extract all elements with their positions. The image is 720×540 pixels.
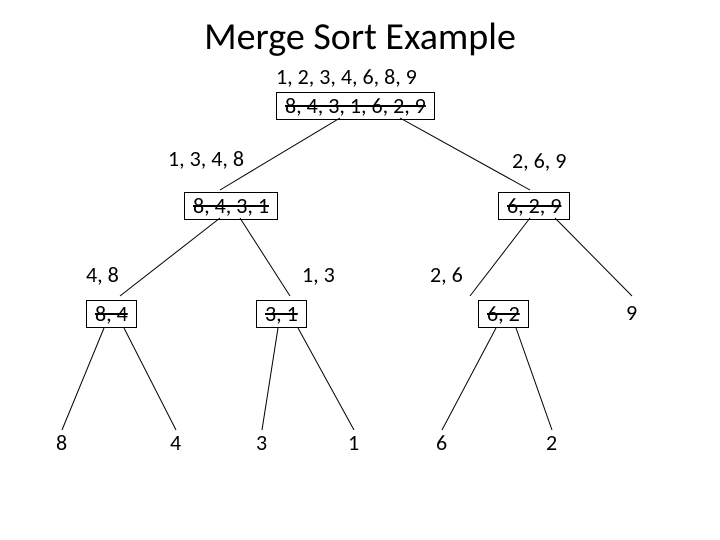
node-root-orig: 8, 4, 3, 1, 6, 2, 9 bbox=[276, 92, 435, 120]
node-RL-orig: 6, 2 bbox=[478, 300, 529, 328]
leaf-8: 8 bbox=[56, 432, 67, 454]
leaf-2: 2 bbox=[546, 432, 557, 454]
node-LR-merged: 1, 3 bbox=[302, 264, 335, 286]
node-R-merged: 2, 6, 9 bbox=[512, 150, 566, 172]
leaf-4: 4 bbox=[170, 432, 181, 454]
node-L-orig: 8, 4, 3, 1 bbox=[184, 192, 278, 220]
node-LR-orig: 3, 1 bbox=[256, 300, 307, 328]
node-root-merged: 1, 2, 3, 4, 6, 8, 9 bbox=[276, 66, 417, 88]
leaf-3: 3 bbox=[256, 432, 267, 454]
node-LL-merged: 4, 8 bbox=[86, 264, 119, 286]
leaf-1: 1 bbox=[348, 432, 359, 454]
leaf-6: 6 bbox=[436, 432, 447, 454]
node-RR: 9 bbox=[626, 302, 637, 324]
node-R-orig: 6, 2, 9 bbox=[498, 192, 570, 220]
node-LL-orig: 8, 4 bbox=[86, 300, 137, 328]
node-RL-merged: 2, 6 bbox=[430, 264, 463, 286]
node-L-merged: 1, 3, 4, 8 bbox=[168, 148, 244, 170]
page-title: Merge Sort Example bbox=[0, 14, 720, 60]
